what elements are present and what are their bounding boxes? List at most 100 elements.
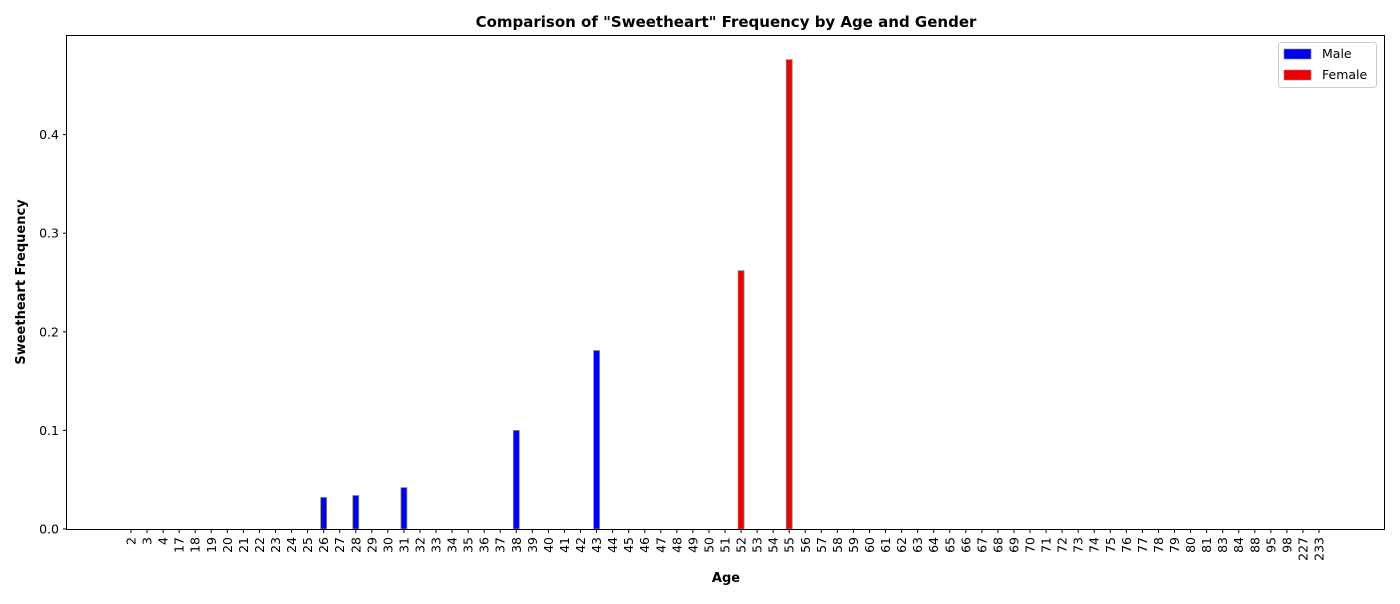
x-tick-label: 52	[734, 537, 749, 553]
y-axis: 0.0 0.1 0.2 0.3 0.4	[39, 127, 67, 537]
bar-female-age-52	[737, 270, 745, 530]
x-tick-label: 21	[236, 537, 251, 553]
x-tick-label: 46	[637, 537, 652, 553]
y-tick-label: 0.0	[39, 522, 59, 537]
x-tick-label: 24	[284, 537, 299, 553]
x-tick-label: 77	[1135, 537, 1150, 553]
x-tick-label: 36	[477, 537, 492, 553]
plot-area	[320, 59, 793, 530]
x-tick-label: 45	[621, 537, 636, 553]
chart-title: Comparison of "Sweetheart" Frequency by …	[476, 13, 977, 31]
x-tick-label: 53	[750, 537, 765, 553]
x-tick-label: 65	[942, 537, 957, 553]
x-tick-label: 69	[1006, 537, 1021, 553]
x-tick-label: 78	[1151, 537, 1166, 553]
y-axis-label: Sweetheart Frequency	[14, 199, 29, 365]
x-tick-label: 74	[1087, 537, 1102, 553]
x-tick-label: 35	[461, 537, 476, 553]
x-tick-label: 50	[701, 537, 716, 553]
x-tick-label: 44	[605, 537, 620, 553]
x-tick-label: 70	[1023, 537, 1038, 553]
x-tick-label: 40	[541, 537, 556, 553]
x-tick-label: 38	[509, 537, 524, 553]
bar-male-age-28	[352, 495, 360, 530]
x-tick-label: 95	[1263, 537, 1278, 553]
x-tick-label: 32	[412, 537, 427, 553]
x-tick-label: 17	[172, 537, 187, 553]
x-tick-label: 63	[910, 537, 925, 553]
x-tick-label: 62	[894, 537, 909, 553]
y-tick-label: 0.4	[39, 127, 59, 142]
x-tick-label: 54	[766, 537, 781, 553]
plot-frame	[66, 35, 1385, 530]
x-tick-label: 98	[1279, 537, 1294, 553]
bar-male-age-38	[512, 429, 520, 530]
x-tick-label: 48	[669, 537, 684, 553]
x-tick-label: 71	[1039, 537, 1054, 553]
y-tick-label: 0.3	[39, 226, 59, 241]
x-tick-label: 81	[1199, 537, 1214, 553]
x-tick-label: 72	[1055, 537, 1070, 553]
x-tick-label: 37	[493, 537, 508, 553]
x-tick-label: 233	[1312, 537, 1327, 561]
x-tick-label: 83	[1215, 537, 1230, 553]
x-tick-label: 3	[140, 537, 155, 545]
x-tick-label: 57	[814, 537, 829, 553]
x-tick-label: 59	[846, 537, 861, 553]
x-tick-label: 25	[300, 537, 315, 553]
x-tick-label: 42	[573, 537, 588, 553]
x-tick-label: 29	[364, 537, 379, 553]
legend-label-male: Male	[1322, 46, 1352, 61]
legend-swatch-female	[1283, 69, 1312, 81]
x-tick-label: 47	[653, 537, 668, 553]
x-tick-label: 49	[685, 537, 700, 553]
x-tick-label: 67	[974, 537, 989, 553]
x-tick-label: 30	[380, 537, 395, 553]
bar-female-age-55	[785, 59, 793, 530]
x-tick-label: 58	[830, 537, 845, 553]
y-tick-label: 0.2	[39, 324, 59, 339]
x-tick-label: 26	[316, 537, 331, 553]
x-tick-label: 66	[958, 537, 973, 553]
x-tick-label: 80	[1183, 537, 1198, 553]
x-axis: 2 3 4 17 18 19 20 21 22 23 24 25 26 27 28 29 30 31 32 33 34 3…	[124, 529, 1327, 561]
bar-male-age-31	[400, 487, 408, 530]
bar-male-age-43	[593, 350, 600, 530]
x-tick-label: 43	[589, 537, 604, 553]
x-tick-label: 76	[1119, 537, 1134, 553]
x-tick-label: 34	[445, 537, 460, 553]
x-tick-label: 4	[156, 537, 171, 545]
x-tick-label: 2	[124, 537, 139, 545]
x-tick-label: 56	[798, 537, 813, 553]
x-tick-label: 33	[429, 537, 444, 553]
x-tick-label: 73	[1071, 537, 1086, 553]
x-tick-label: 31	[396, 537, 411, 553]
legend: Male Female	[1278, 42, 1377, 88]
y-tick-label: 0.1	[39, 423, 59, 438]
x-tick-label: 51	[718, 537, 733, 553]
legend-label-female: Female	[1322, 67, 1368, 82]
x-tick-label: 79	[1167, 537, 1182, 553]
x-tick-label: 64	[926, 537, 941, 553]
x-tick-label: 55	[782, 537, 797, 553]
x-tick-label: 27	[332, 537, 347, 553]
x-tick-label: 88	[1247, 537, 1262, 553]
x-tick-label: 60	[862, 537, 877, 553]
x-tick-label: 22	[252, 537, 267, 553]
x-tick-label: 20	[220, 537, 235, 553]
bar-male-age-26	[320, 497, 328, 530]
x-tick-label: 68	[990, 537, 1005, 553]
x-tick-label: 18	[188, 537, 203, 553]
x-tick-label: 39	[525, 537, 540, 553]
x-tick-label: 19	[204, 537, 219, 553]
x-tick-label: 75	[1103, 537, 1118, 553]
legend-swatch-male	[1283, 48, 1312, 60]
x-tick-label: 28	[348, 537, 363, 553]
x-tick-label: 61	[878, 537, 893, 553]
x-tick-label: 41	[557, 537, 572, 553]
x-axis-label: Age	[712, 571, 740, 586]
x-tick-label: 23	[268, 537, 283, 553]
x-tick-label: 84	[1231, 537, 1246, 553]
